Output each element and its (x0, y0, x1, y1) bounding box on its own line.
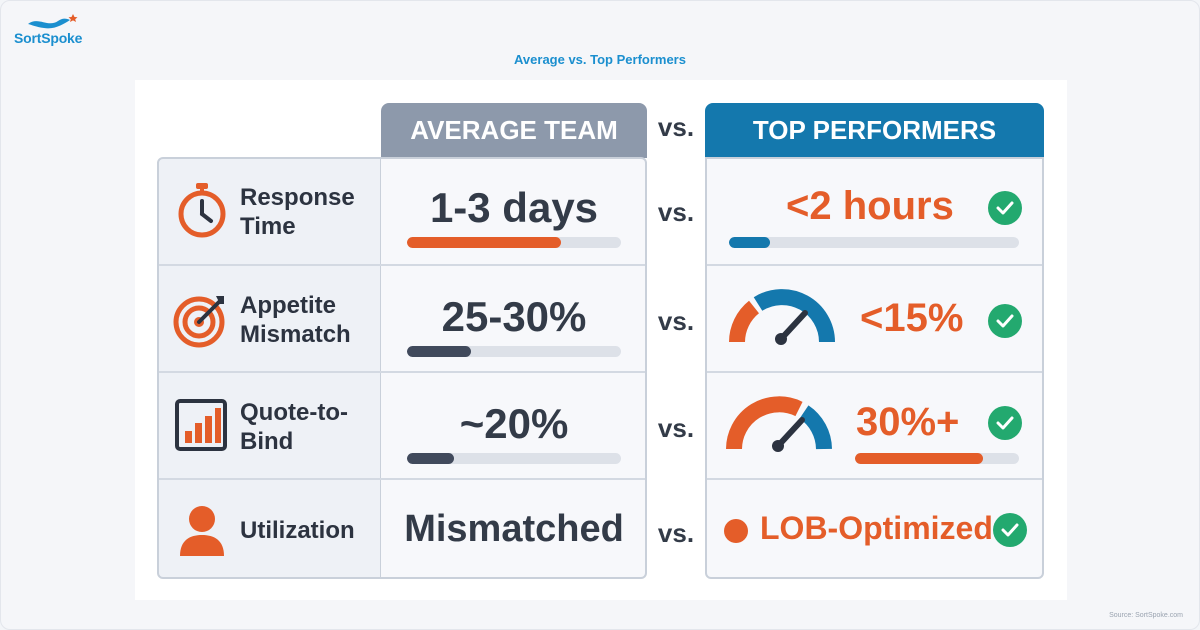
check-icon (988, 191, 1022, 225)
average-progress-bar (407, 237, 621, 248)
status-dot (724, 519, 748, 543)
wave-logo-icon (28, 14, 78, 29)
gauge-icon (726, 396, 832, 452)
target-icon (173, 296, 225, 348)
stopwatch-icon (178, 183, 226, 238)
metric-label-response-time: Response Time (240, 184, 355, 240)
average-column (381, 157, 647, 579)
gauge-icon (729, 289, 835, 345)
row-divider (707, 478, 1042, 480)
average-value-appetite-mismatch: 25-30% (441, 293, 587, 340)
average-value-response-time: 1-3 days (429, 184, 599, 231)
row-divider (159, 264, 645, 266)
average-progress-bar (407, 453, 621, 464)
top-value-response-time: <2 hours (786, 184, 954, 228)
row-divider (707, 264, 1042, 266)
vs-label: vs. (657, 413, 695, 443)
average-progress-fill (407, 237, 562, 248)
metric-label-utilization: Utilization (240, 517, 355, 544)
top-performers-header: TOP PERFORMERS (705, 103, 1044, 158)
average-team-header: AVERAGE TEAM (381, 103, 647, 158)
top-progress-bar (855, 453, 1019, 464)
bar-chart-icon (175, 399, 227, 451)
top-progress-bar (729, 237, 1019, 248)
top-progress-fill (855, 453, 983, 464)
top-value-quote-to-bind: 30%+ (856, 400, 960, 444)
metric-label-quote-to-bind: Quote-to- Bind (240, 399, 348, 455)
page-title: Average vs. Top Performers (514, 52, 686, 67)
check-icon (988, 406, 1022, 440)
top-progress-fill (729, 237, 770, 248)
sortspoke-logo: SortSpoke (14, 12, 94, 46)
average-progress-fill (407, 346, 472, 357)
row-divider (159, 478, 645, 480)
row-divider (159, 371, 645, 373)
vs-label: vs. (657, 306, 695, 336)
check-icon (993, 513, 1027, 547)
source-note: Source: SortSpoke.com (1109, 612, 1183, 619)
vs-label: vs. (657, 197, 695, 227)
top-value-appetite-mismatch: <15% (860, 296, 964, 340)
vs-label: vs. (657, 518, 695, 548)
check-icon (988, 304, 1022, 338)
top-column (705, 157, 1044, 579)
vs-header: vs. (657, 112, 695, 142)
brand-name: SortSpoke (14, 30, 83, 46)
top-value-utilization: LOB-Optimized (760, 510, 993, 546)
average-progress-fill (407, 453, 455, 464)
average-value-quote-to-bind: ~20% (459, 400, 569, 447)
person-icon (180, 506, 224, 556)
average-value-utilization: Mismatched (404, 508, 624, 550)
row-divider (707, 371, 1042, 373)
average-progress-bar (407, 346, 621, 357)
metric-label-appetite-mismatch: Appetite Mismatch (240, 292, 351, 348)
